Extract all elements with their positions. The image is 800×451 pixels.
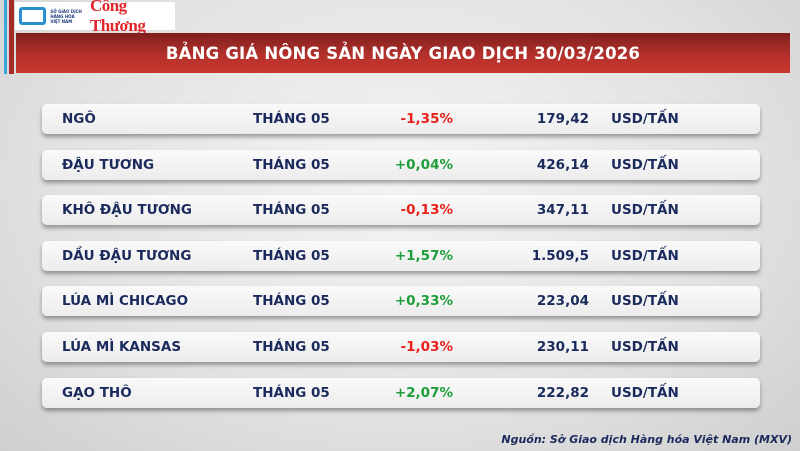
table-row: NGÔ THÁNG 05 -1,35% 179,42 USD/TẤN (42, 104, 760, 134)
accent-strip-red (9, 0, 14, 74)
contract-month: THÁNG 05 (253, 202, 330, 219)
cong-thuong-logo: Công Thương (89, 0, 146, 35)
unit: USD/TẤN (611, 156, 679, 173)
unit: USD/TẤN (611, 202, 679, 219)
contract-month: THÁNG 05 (253, 293, 330, 310)
contract-month: THÁNG 05 (253, 384, 330, 401)
source-note: Nguồn: Sở Giao dịch Hàng hóa Việt Nam (M… (501, 433, 792, 446)
change-percent: -0,13% (400, 202, 453, 219)
price: 222,82 (536, 384, 589, 401)
table-row: LÚA MÌ KANSAS THÁNG 05 -1,03% 230,11 USD… (42, 332, 760, 362)
price: 179,42 (536, 111, 589, 127)
table-row: KHÔ ĐẬU TƯƠNG THÁNG 05 -0,13% 347,11 USD… (42, 195, 760, 226)
change-percent: +1,57% (394, 247, 453, 264)
price: 1.509,5 (531, 247, 589, 264)
unit: USD/TẤN (611, 339, 679, 355)
commodity-name: DẦU ĐẬU TƯƠNG (62, 247, 192, 264)
unit: USD/TẤN (611, 293, 679, 310)
logo-bar: SỞ GIAO DỊCH HÀNG HÓA VIỆT NAM Công Thươ… (15, 0, 175, 35)
change-percent: +2,07% (394, 384, 453, 401)
contract-month: THÁNG 05 (253, 156, 330, 173)
commodity-name: LÚA MÌ CHICAGO (62, 293, 189, 310)
mxv-logo-text: SỞ GIAO DỊCH HÀNG HÓA VIỆT NAM (50, 8, 82, 24)
commodity-name: NGÔ (62, 111, 96, 127)
change-percent: +0,33% (394, 293, 453, 310)
header-banner: BẢNG GIÁ NÔNG SẢN NGÀY GIAO DỊCH 30/03/2… (16, 33, 790, 73)
contract-month: THÁNG 05 (253, 111, 330, 127)
unit: USD/TẤN (611, 247, 679, 264)
table-row: GẠO THÔ THÁNG 05 +2,07% 222,82 USD/TẤN (42, 377, 760, 408)
change-percent: -1,03% (400, 339, 453, 355)
commodity-name: ĐẬU TƯƠNG (62, 156, 155, 173)
change-percent: -1,35% (400, 111, 453, 127)
accent-strip-blue (4, 0, 7, 74)
commodity-name: GẠO THÔ (62, 384, 132, 401)
change-percent: +0,04% (394, 156, 453, 173)
commodity-name: LÚA MÌ KANSAS (62, 339, 182, 355)
unit: USD/TẤN (611, 111, 679, 127)
contract-month: THÁNG 05 (253, 339, 330, 355)
page-title: BẢNG GIÁ NÔNG SẢN NGÀY GIAO DỊCH 30/03/2… (165, 43, 641, 63)
contract-month: THÁNG 05 (253, 247, 330, 264)
table-row: LÚA MÌ CHICAGO THÁNG 05 +0,33% 223,04 US… (42, 286, 760, 317)
commodity-name: KHÔ ĐẬU TƯƠNG (62, 202, 193, 219)
unit: USD/TẤN (611, 384, 679, 401)
price: 230,11 (536, 339, 589, 355)
table-row: ĐẬU TƯƠNG THÁNG 05 +0,04% 426,14 USD/TẤN (42, 149, 760, 180)
table-row: DẦU ĐẬU TƯƠNG THÁNG 05 +1,57% 1.509,5 US… (42, 240, 760, 271)
price: 347,11 (536, 202, 589, 219)
mxv-logo-icon (19, 7, 47, 25)
price: 223,04 (536, 293, 589, 310)
price: 426,14 (536, 156, 589, 173)
